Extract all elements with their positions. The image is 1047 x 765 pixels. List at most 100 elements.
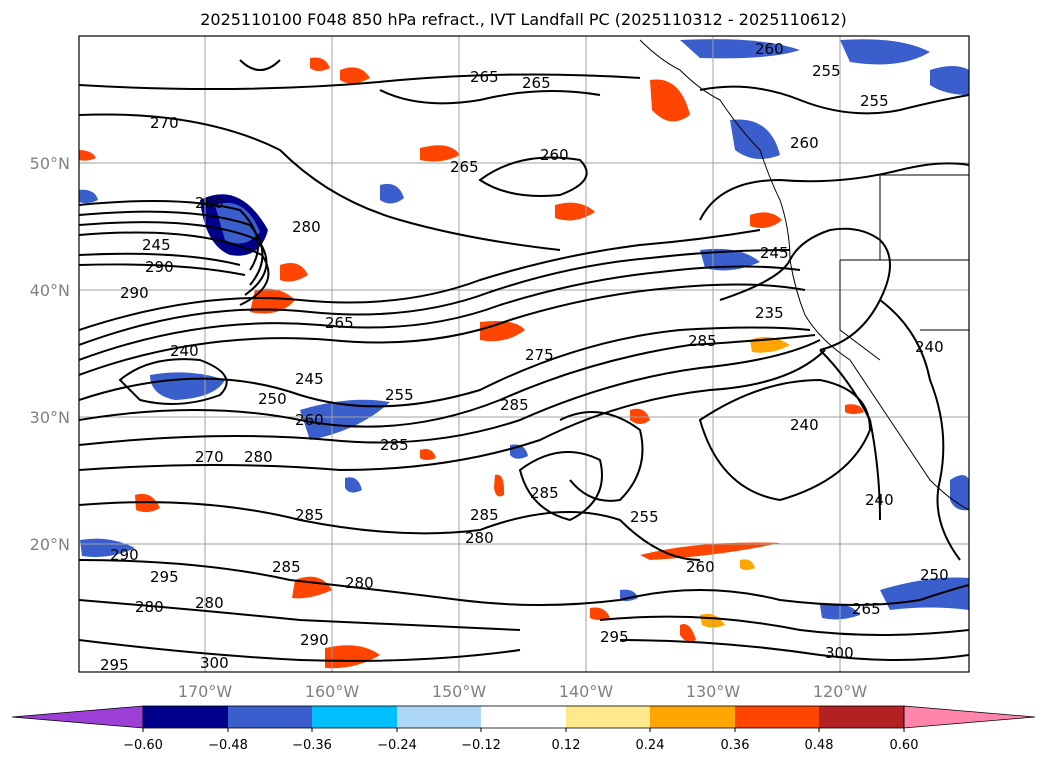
contour-label: 245 bbox=[295, 370, 324, 388]
colorbar-extend-low bbox=[11, 705, 144, 729]
contour-label: 285 bbox=[500, 396, 529, 414]
lon-label-160w: 160°W bbox=[305, 682, 360, 701]
contour-label: 265 bbox=[522, 74, 551, 92]
contour-label: 240 bbox=[170, 342, 199, 360]
anomaly-patch bbox=[325, 645, 380, 669]
anomaly-patch bbox=[380, 183, 404, 204]
contour-label: 280 bbox=[195, 594, 224, 612]
anomaly-patch bbox=[345, 477, 362, 493]
contour-label: 240 bbox=[865, 491, 894, 509]
latitude-axis: 50°N 40°N 30°N 20°N bbox=[30, 154, 70, 554]
contour-label: 265 bbox=[450, 158, 479, 176]
contour-label: 295 bbox=[600, 628, 629, 646]
contour-label: 250 bbox=[258, 390, 287, 408]
contour-label: 260 bbox=[295, 411, 324, 429]
contour-label: 285 bbox=[688, 332, 717, 350]
anomaly-fill-layer bbox=[79, 39, 969, 669]
contour-label: 280 bbox=[345, 574, 374, 592]
colorbar-tick-label: −0.36 bbox=[292, 738, 332, 753]
contour-label: 260 bbox=[195, 194, 224, 212]
colorbar-tick-label: 0.12 bbox=[552, 738, 581, 753]
anomaly-patch bbox=[280, 262, 308, 282]
colorbar-segment bbox=[650, 706, 735, 728]
colorbar-tick-label: −0.24 bbox=[377, 738, 417, 753]
anomaly-patch bbox=[740, 559, 755, 570]
contour-label: 270 bbox=[150, 114, 179, 132]
contour-label: 300 bbox=[200, 654, 229, 672]
lon-label-140w: 140°W bbox=[559, 682, 614, 701]
contour-label: 270 bbox=[195, 448, 224, 466]
contour-label: 300 bbox=[825, 644, 854, 662]
contour-label: 280 bbox=[292, 218, 321, 236]
anomaly-patch bbox=[750, 212, 782, 228]
contour-label: 285 bbox=[272, 558, 301, 576]
anomaly-patch bbox=[250, 288, 295, 314]
lon-label-150w: 150°W bbox=[432, 682, 487, 701]
colorbar-tick-label: −0.48 bbox=[208, 738, 248, 753]
colorbar: −0.60 −0.48 −0.36 −0.24 −0.12 0.12 0.24 … bbox=[11, 705, 1036, 753]
contour-label: 280 bbox=[244, 448, 273, 466]
colorbar-segment bbox=[481, 706, 566, 728]
anomaly-patch bbox=[730, 119, 780, 159]
anomaly-patch bbox=[590, 607, 610, 620]
contour-label: 290 bbox=[145, 258, 174, 276]
contour-label: 260 bbox=[755, 40, 784, 58]
lon-label-130w: 130°W bbox=[686, 682, 741, 701]
map-background bbox=[79, 36, 969, 672]
contour-label: 245 bbox=[760, 244, 789, 262]
colorbar-segment bbox=[397, 706, 481, 728]
colorbar-tick-label: 0.36 bbox=[721, 738, 750, 753]
colorbar-extend-high bbox=[903, 705, 1036, 729]
map-title: 2025110100 F048 850 hPa refract., IVT La… bbox=[200, 10, 847, 29]
contour-label: 285 bbox=[470, 506, 499, 524]
contour-label: 265 bbox=[470, 68, 499, 86]
lat-label-40n: 40°N bbox=[30, 281, 70, 300]
anomaly-patch bbox=[80, 538, 135, 557]
contour-label: 285 bbox=[380, 436, 409, 454]
lat-label-30n: 30°N bbox=[30, 408, 70, 427]
contour-lines bbox=[79, 59, 969, 662]
anomaly-patch bbox=[215, 202, 260, 244]
anomaly-patch bbox=[79, 150, 96, 161]
anomaly-patch bbox=[650, 79, 690, 122]
contour-label: 240 bbox=[915, 338, 944, 356]
contour-label: 275 bbox=[525, 346, 554, 364]
contour-label: 245 bbox=[142, 236, 171, 254]
contour-label: 285 bbox=[295, 506, 324, 524]
lon-label-120w: 120°W bbox=[813, 682, 868, 701]
colorbar-segment bbox=[143, 706, 228, 728]
colorbar-tick-label: −0.12 bbox=[461, 738, 501, 753]
anomaly-patch bbox=[300, 399, 390, 440]
contour-label: 255 bbox=[630, 508, 659, 526]
anomaly-patch bbox=[494, 474, 505, 497]
contour-label: 260 bbox=[790, 134, 819, 152]
anomaly-patch bbox=[680, 624, 696, 642]
colorbar-segment bbox=[566, 706, 650, 728]
contour-label: 235 bbox=[755, 304, 784, 322]
contour-label: 250 bbox=[920, 566, 949, 584]
colorbar-tick-label: 0.48 bbox=[805, 738, 834, 753]
anomaly-patch bbox=[310, 57, 330, 71]
contour-label: 265 bbox=[852, 600, 881, 618]
anomaly-patch bbox=[700, 248, 760, 271]
contour-label: 265 bbox=[325, 314, 354, 332]
anomaly-patch bbox=[420, 145, 460, 162]
contour-label: 255 bbox=[385, 386, 414, 404]
contour-label: 285 bbox=[530, 484, 559, 502]
lon-label-170w: 170°W bbox=[178, 682, 233, 701]
map-frame bbox=[78, 35, 970, 673]
anomaly-patch bbox=[555, 202, 595, 221]
anomaly-patch bbox=[930, 66, 969, 95]
colorbar-tick-marks bbox=[142, 728, 905, 732]
colorbar-tick-label: 0.60 bbox=[890, 738, 919, 753]
contour-label: 290 bbox=[110, 546, 139, 564]
contour-label: 295 bbox=[100, 656, 129, 674]
contour-label-layer: 265 265 265 260 260 255 255 270 260 280 … bbox=[100, 40, 949, 674]
contour-label: 255 bbox=[812, 62, 841, 80]
contour-label: 295 bbox=[150, 568, 179, 586]
contour-label: 260 bbox=[540, 146, 569, 164]
colorbar-tick-label: 0.24 bbox=[636, 738, 665, 753]
anomaly-patch bbox=[840, 39, 930, 65]
contour-label: 280 bbox=[465, 529, 494, 547]
